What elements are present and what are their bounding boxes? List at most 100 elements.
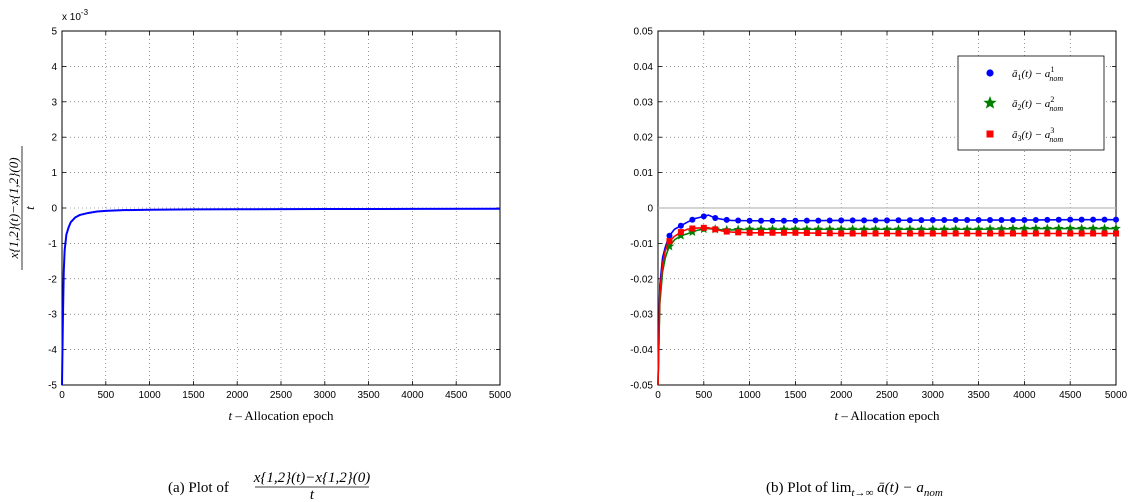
x-tick-label: 500 — [97, 390, 114, 401]
series-1-point — [838, 217, 845, 224]
series-2-point — [676, 230, 686, 240]
chart-b-x-ticks: 0 500 1000 1500 2000 2500 3000 3500 4000 4500 5000 — [655, 31, 1128, 401]
series-2-point — [790, 224, 801, 234]
series-2-point — [973, 224, 984, 234]
series-1-point — [803, 217, 810, 224]
series-3-point — [1067, 230, 1074, 237]
series-3-point — [666, 238, 673, 245]
series-2-point — [836, 224, 846, 234]
series-3-point — [758, 229, 765, 236]
series-3-point — [1055, 230, 1062, 237]
y-tick-label: 0 — [51, 204, 57, 215]
series-3-point — [884, 230, 890, 237]
series-1-point — [700, 213, 707, 220]
series-1-point — [1090, 216, 1097, 223]
series-1-point — [689, 216, 696, 223]
x-tick-label: 2500 — [270, 390, 293, 401]
chart-a-caption-label: (a) Plot of — [168, 480, 229, 496]
x-tick-label: 4000 — [401, 390, 424, 401]
series-3-point — [735, 229, 742, 236]
series-2-point — [779, 224, 789, 234]
y-tick-label: 1 — [51, 168, 57, 179]
y-tick-label: 2 — [51, 133, 57, 144]
series-3-point — [1032, 230, 1039, 237]
series-3-point — [769, 229, 776, 236]
series-1-point — [666, 232, 673, 239]
x-tick-label: 3000 — [314, 390, 337, 401]
series-2-point — [1031, 223, 1041, 233]
chart-b: 0 500 1000 1500 2000 2500 3000 3500 4000 4500 5000… — [630, 27, 1127, 500]
series-2-point — [1076, 223, 1087, 233]
y-tick-label: 0.04 — [634, 62, 654, 73]
series-1-point — [1113, 216, 1119, 223]
y-tick-label: -0.03 — [630, 310, 653, 321]
series-1-point — [746, 217, 753, 224]
series-3-point — [826, 230, 833, 237]
chart-b-y-ticks: -0.05 -0.04 -0.03 -0.02 -0.01 0 0.01 0.02 0.03 0.… — [630, 27, 1116, 392]
series-2-point — [1111, 223, 1121, 233]
series-1-point — [826, 217, 833, 224]
series-1-point — [780, 217, 787, 224]
series-2-point — [996, 223, 1007, 233]
chart-a-ylabel: x{1,2}(t)−x{1,2}(0) t — [6, 146, 37, 270]
chart-a: 0 500 1000 1500 2000 2500 3000 3500 4000 4500 5000… — [6, 8, 512, 502]
series-line-1 — [61, 207, 501, 386]
series-3-point — [1090, 230, 1097, 237]
chart-a-ylabel-denominator: t — [22, 206, 37, 210]
series-2-point — [905, 224, 915, 234]
series-3-point — [689, 225, 696, 232]
series-1-point — [998, 217, 1005, 224]
series-3-point — [929, 230, 936, 237]
chart-b-xlabel: t – Allocation epoch — [834, 408, 940, 423]
series-1-point — [895, 217, 902, 224]
series-3-point — [998, 230, 1005, 237]
legend-item-2: ā2(t) − a2 nom — [983, 95, 1063, 113]
series-2-point — [893, 224, 904, 234]
chart-b-legend-box — [957, 55, 1105, 151]
x-tick-label: 2000 — [226, 390, 249, 401]
legend-label-1: ā1(t) − a1 nom — [1012, 65, 1063, 83]
x-tick-label: 5000 — [489, 390, 512, 401]
y-tick-label: 5 — [51, 27, 57, 38]
series-2-point — [1042, 223, 1053, 233]
series-1-point — [1067, 216, 1074, 223]
series-2-point — [859, 224, 869, 234]
series-3-point — [861, 230, 868, 237]
series-3-point — [1078, 230, 1085, 237]
series-3-point — [1009, 230, 1016, 237]
x-tick-label: 4000 — [1013, 390, 1036, 401]
chart-b-legend: ā1(t) − a1 nom ā2(t) − a2 nom ā3(t) − a3 no… — [957, 55, 1105, 151]
series-1-point — [884, 217, 890, 224]
series-1-point — [861, 217, 868, 224]
series-1-point — [918, 217, 925, 224]
series-2-point — [744, 224, 755, 234]
series-1-point — [929, 217, 936, 224]
series-3-point — [780, 229, 787, 236]
series-3-point — [723, 228, 730, 235]
y-tick-label: -0.01 — [630, 239, 653, 250]
series-1-point — [1101, 216, 1108, 223]
series-2-point — [1088, 223, 1098, 233]
series-1-point — [975, 217, 982, 224]
series-1-point — [849, 217, 856, 224]
series-2-point — [664, 241, 675, 251]
legend-marker-circle-icon — [986, 69, 994, 77]
x-tick-label: 500 — [695, 390, 712, 401]
series-2-point — [882, 224, 892, 234]
x-tick-label: 1000 — [138, 390, 161, 401]
series-1-point — [1032, 216, 1039, 223]
y-tick-label: 0.05 — [634, 27, 654, 38]
y-tick-label: -0.04 — [630, 345, 653, 356]
y-tick-label: 3 — [51, 97, 57, 108]
series-3-point — [987, 230, 994, 237]
y-tick-label: -0.02 — [630, 274, 653, 285]
y-tick-label: -5 — [48, 381, 57, 392]
x-tick-label: 1500 — [784, 390, 807, 401]
series-3-point — [803, 229, 810, 236]
series-2-point — [733, 224, 743, 234]
chart-a-xlabel: t – Allocation epoch — [228, 408, 334, 423]
series-3-point — [906, 230, 913, 237]
chart-a-caption: (a) Plot of x{1,2}(t)−x{1,2}(0) t — [168, 470, 370, 502]
series-3-point — [1021, 230, 1028, 237]
